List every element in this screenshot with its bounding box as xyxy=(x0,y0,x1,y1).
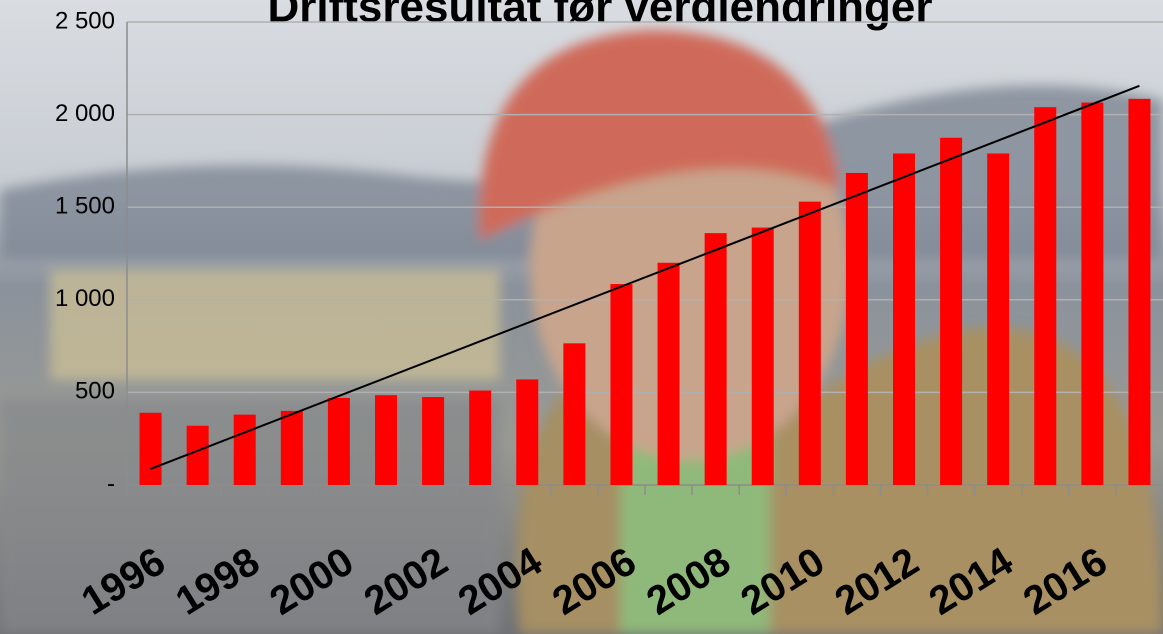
bar xyxy=(469,390,492,485)
bar xyxy=(516,379,539,485)
trendline xyxy=(150,84,1140,470)
bar xyxy=(280,410,303,485)
bar xyxy=(563,343,586,485)
bar xyxy=(186,425,209,485)
bar xyxy=(987,153,1010,485)
bar xyxy=(1081,102,1104,485)
bar xyxy=(798,201,821,486)
y-tick-label: 2 000 xyxy=(55,100,115,127)
bar xyxy=(657,262,680,485)
bar xyxy=(233,414,256,485)
bar xyxy=(893,153,915,485)
bar xyxy=(751,227,774,485)
y-tick-label: - xyxy=(107,470,115,497)
bar xyxy=(610,284,633,485)
bar xyxy=(327,397,350,485)
bar xyxy=(422,397,445,485)
bar xyxy=(375,395,397,485)
bar xyxy=(1128,98,1151,485)
y-tick-label: 1 000 xyxy=(55,285,115,312)
bar xyxy=(1034,107,1057,485)
bar xyxy=(845,172,868,486)
y-tick-label: 500 xyxy=(75,378,115,405)
y-tick-label: 1 500 xyxy=(55,193,115,220)
bar xyxy=(704,233,727,485)
chart-title: Driftsresultat før verdiendringer xyxy=(267,0,932,32)
y-tick-label: 2 500 xyxy=(55,7,115,34)
bar xyxy=(940,137,963,485)
bar xyxy=(139,412,162,485)
